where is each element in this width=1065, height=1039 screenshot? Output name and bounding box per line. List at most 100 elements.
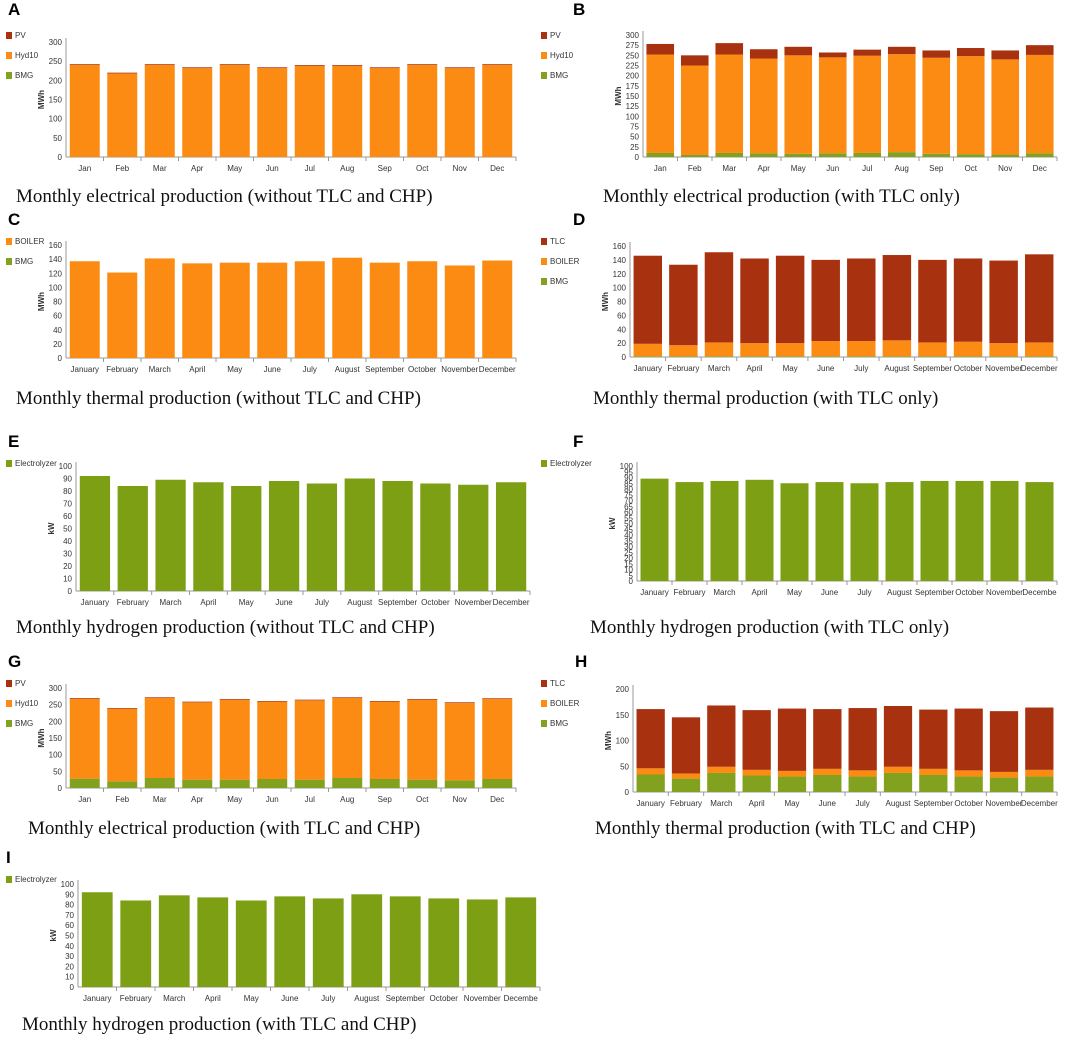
- x-tick-label: August: [354, 994, 380, 1003]
- bar-tlc-april: [740, 258, 769, 344]
- panel-label: F: [573, 432, 584, 451]
- bar-pv-jan: [646, 43, 675, 55]
- x-tick-label: June: [821, 588, 839, 597]
- legend-label-electrolyzer: Electrolyzer: [15, 459, 57, 468]
- x-tick-label: January: [640, 588, 668, 597]
- bar-bmg-may: [775, 356, 805, 357]
- bar-bmg-august: [882, 356, 912, 357]
- x-tick-label: October: [421, 598, 450, 607]
- bar-bmg-april: [742, 775, 771, 792]
- bar-tlc-april: [742, 710, 771, 770]
- y-tick-label: 65: [624, 502, 633, 511]
- y-tick-label: 40: [53, 326, 62, 335]
- legend-label-boiler: BOILER: [550, 257, 580, 266]
- chart-g: PV Hyd10 BMG 0 50 100 150 200 250 300 MWh Jan Feb Mar…: [6, 679, 517, 804]
- bar-electrolyzer-july: [850, 483, 879, 581]
- bar-electrolyzer-april: [197, 897, 229, 987]
- panel-label: D: [573, 210, 586, 229]
- bar-electrolyzer-january: [640, 478, 669, 581]
- bar-bmg-november: [989, 777, 1019, 792]
- y-tick-label: 225: [626, 62, 640, 71]
- bar-hyd10-nov: [444, 68, 475, 157]
- bar-pv-nov: [444, 702, 475, 703]
- x-tick-label: October: [954, 364, 983, 373]
- y-axis-label: MWh: [601, 292, 610, 311]
- bar-bmg-mar: [715, 152, 744, 157]
- y-tick-label: 95: [624, 468, 633, 477]
- bar-bmg-nov: [444, 780, 475, 788]
- y-tick-label: 30: [624, 543, 633, 552]
- bar-bmg-january: [636, 774, 665, 792]
- panel-d: D TLC BOILER BMG 0 20 40 60 80 100 120 140 160 MWh Ja…: [535, 210, 1065, 415]
- y-tick-label: 100: [626, 112, 640, 121]
- bar-pv-jul: [294, 65, 325, 66]
- x-tick-label: October: [408, 365, 437, 374]
- y-tick-label: 90: [63, 475, 72, 484]
- legend-swatch-bmg: [541, 720, 547, 727]
- bar-electrolyzer-march: [710, 480, 739, 581]
- x-tick-label: September: [914, 799, 953, 808]
- bar-boiler-june: [811, 341, 840, 357]
- bar-hyd10-sep: [922, 57, 951, 154]
- bar-pv-aug: [332, 65, 363, 66]
- bar-boiler-february: [671, 773, 701, 779]
- x-tick-label: January: [71, 365, 99, 374]
- legend-label-bmg: BMG: [550, 71, 568, 80]
- legend-label-hyd10: Hyd10: [15, 699, 39, 708]
- bar-hyd10-jul: [294, 65, 325, 157]
- bar-boiler-november: [989, 771, 1019, 778]
- bar-bmg-jan: [646, 152, 675, 157]
- x-tick-label: Feb: [115, 164, 129, 173]
- legend-swatch-tlc: [541, 680, 547, 687]
- bar-hyd10-jan: [69, 698, 100, 779]
- y-tick-label: 50: [53, 134, 62, 143]
- x-tick-label: Feb: [688, 164, 702, 173]
- bar-boiler-december: [1024, 342, 1054, 357]
- bar-electrolyzer-september: [382, 481, 413, 591]
- y-tick-label: 100: [616, 737, 630, 746]
- bar-boiler-may: [777, 770, 807, 777]
- y-tick-label: 100: [613, 284, 627, 293]
- bar-tlc-december: [1024, 254, 1054, 343]
- y-tick-label: 80: [65, 901, 74, 910]
- y-tick-label: 70: [624, 497, 633, 506]
- x-tick-label: Dec: [490, 164, 504, 173]
- y-tick-label: 50: [624, 520, 633, 529]
- legend-label-bmg: BMG: [15, 257, 33, 266]
- legend-label-boiler: BOILER: [15, 237, 45, 246]
- y-tick-label: 15: [624, 560, 633, 569]
- bar-pv-may: [219, 64, 250, 65]
- bar-bmg-dec: [482, 779, 513, 788]
- legend-label-bmg: BMG: [15, 71, 33, 80]
- bar-bmg-sep: [922, 153, 951, 157]
- x-tick-label: November: [441, 365, 478, 374]
- panel-e: E Electrolyzer 0 10 20 30 40 50 60 70 80 90 100 kW Ja…: [0, 432, 535, 647]
- bar-bmg-january: [633, 356, 663, 357]
- y-tick-label: 0: [625, 788, 630, 797]
- y-tick-label: 25: [624, 548, 633, 557]
- y-tick-label: 0: [58, 354, 63, 363]
- bar-electrolyzer-december: [495, 482, 527, 591]
- x-tick-label: September: [378, 598, 417, 607]
- x-tick-label: April: [749, 799, 765, 808]
- x-tick-label: August: [887, 588, 913, 597]
- y-tick-label: 300: [49, 38, 63, 47]
- bar-hyd10-dec: [482, 699, 513, 779]
- bar-pv-sep: [369, 701, 400, 702]
- bar-bmg-apr: [749, 153, 778, 157]
- bar-boiler-april: [742, 769, 771, 776]
- y-tick-label: 85: [624, 479, 633, 488]
- bar-tlc-january: [633, 255, 663, 344]
- x-tick-label: Dec: [1033, 164, 1047, 173]
- y-tick-label: 175: [626, 82, 640, 91]
- bar-pv-apr: [182, 67, 213, 69]
- bar-hyd10-jul: [853, 55, 882, 153]
- bar-tlc-march: [707, 705, 736, 767]
- bar-tlc-july: [848, 708, 877, 771]
- bar-hyd10-jan: [646, 54, 675, 153]
- chart-caption: Monthly thermal production (without TLC …: [16, 388, 421, 409]
- bar-hyd10-nov: [991, 59, 1020, 155]
- x-tick-label: June: [817, 364, 835, 373]
- x-tick-label: Jun: [826, 164, 839, 173]
